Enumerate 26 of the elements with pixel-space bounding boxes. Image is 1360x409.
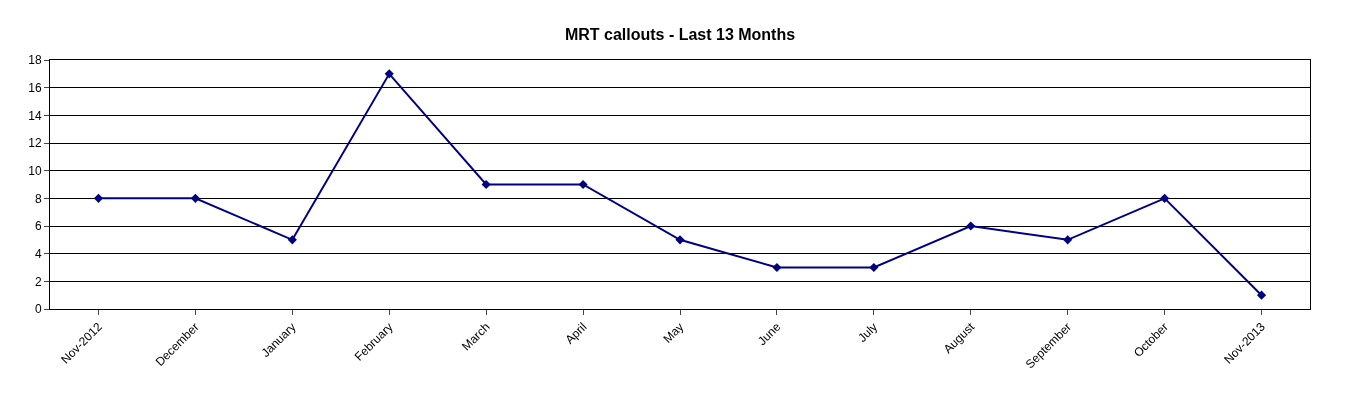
y-tick-label: 4: [34, 246, 42, 261]
point: [1256, 290, 1267, 300]
point: [966, 221, 976, 231]
chart-title: MRT callouts - Last 13 Months: [564, 25, 796, 43]
y-tick-label: 14: [28, 108, 42, 123]
point: [1160, 193, 1170, 203]
point: [93, 193, 104, 203]
point: [772, 262, 782, 273]
point: [675, 235, 685, 245]
y-tick-label: 6: [34, 219, 42, 234]
point: [287, 235, 297, 245]
y-tick-label: 18: [28, 53, 42, 68]
point: [384, 69, 394, 79]
y-tick-label: 0: [34, 302, 42, 317]
y-tick-label: 16: [28, 80, 42, 95]
y-tick-label: 12: [28, 136, 42, 151]
point: [869, 262, 879, 273]
y-tick-label: 2: [34, 274, 42, 289]
point: [190, 193, 200, 203]
point: [578, 179, 588, 190]
point: [1063, 235, 1073, 245]
x-tick-label: May: [660, 319, 687, 346]
y-tick-label: 10: [28, 163, 42, 178]
point: [481, 179, 491, 190]
y-tick-label: 8: [34, 191, 42, 206]
x-tick-label: July: [855, 319, 881, 345]
